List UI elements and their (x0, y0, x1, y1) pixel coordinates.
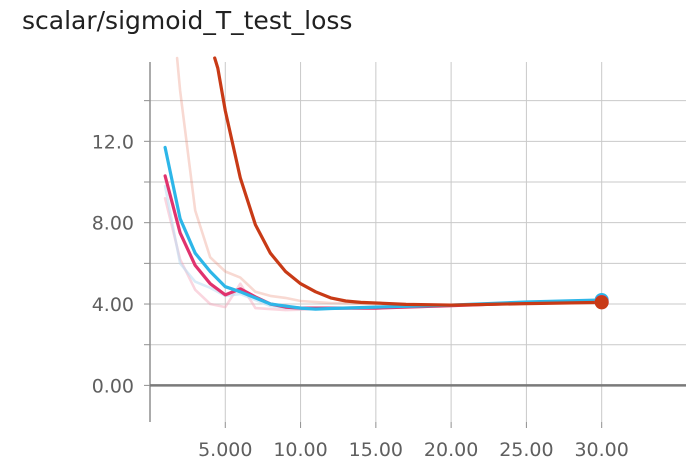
y-tick-label: 4.00 (92, 294, 134, 316)
grid-lines (150, 62, 686, 422)
axes (144, 62, 686, 428)
series-end-marker (594, 295, 609, 310)
tick-labels: 0.00 4.00 8.00 12.0 5.000 10.00 15.00 20.00 25.0… (92, 131, 629, 461)
smoothed-series-line (213, 56, 604, 307)
x-tick-label: 25.00 (499, 439, 553, 461)
x-tick-label: 5.000 (198, 439, 252, 461)
smoothed-series-line (163, 145, 604, 311)
raw-series-line (163, 184, 603, 311)
chart-title: scalar/sigmoid_T_test_loss (22, 6, 353, 35)
y-tick-label: 8.00 (92, 213, 134, 235)
x-tick-label: 30.00 (574, 439, 628, 461)
x-tick-label: 20.00 (424, 439, 478, 461)
y-tick-label: 12.0 (92, 131, 134, 153)
x-tick-label: 10.00 (273, 439, 327, 461)
end-markers (594, 292, 609, 310)
x-tick-label: 15.00 (349, 439, 403, 461)
y-tick-label: 0.00 (92, 375, 134, 397)
series-lines (163, 56, 604, 312)
